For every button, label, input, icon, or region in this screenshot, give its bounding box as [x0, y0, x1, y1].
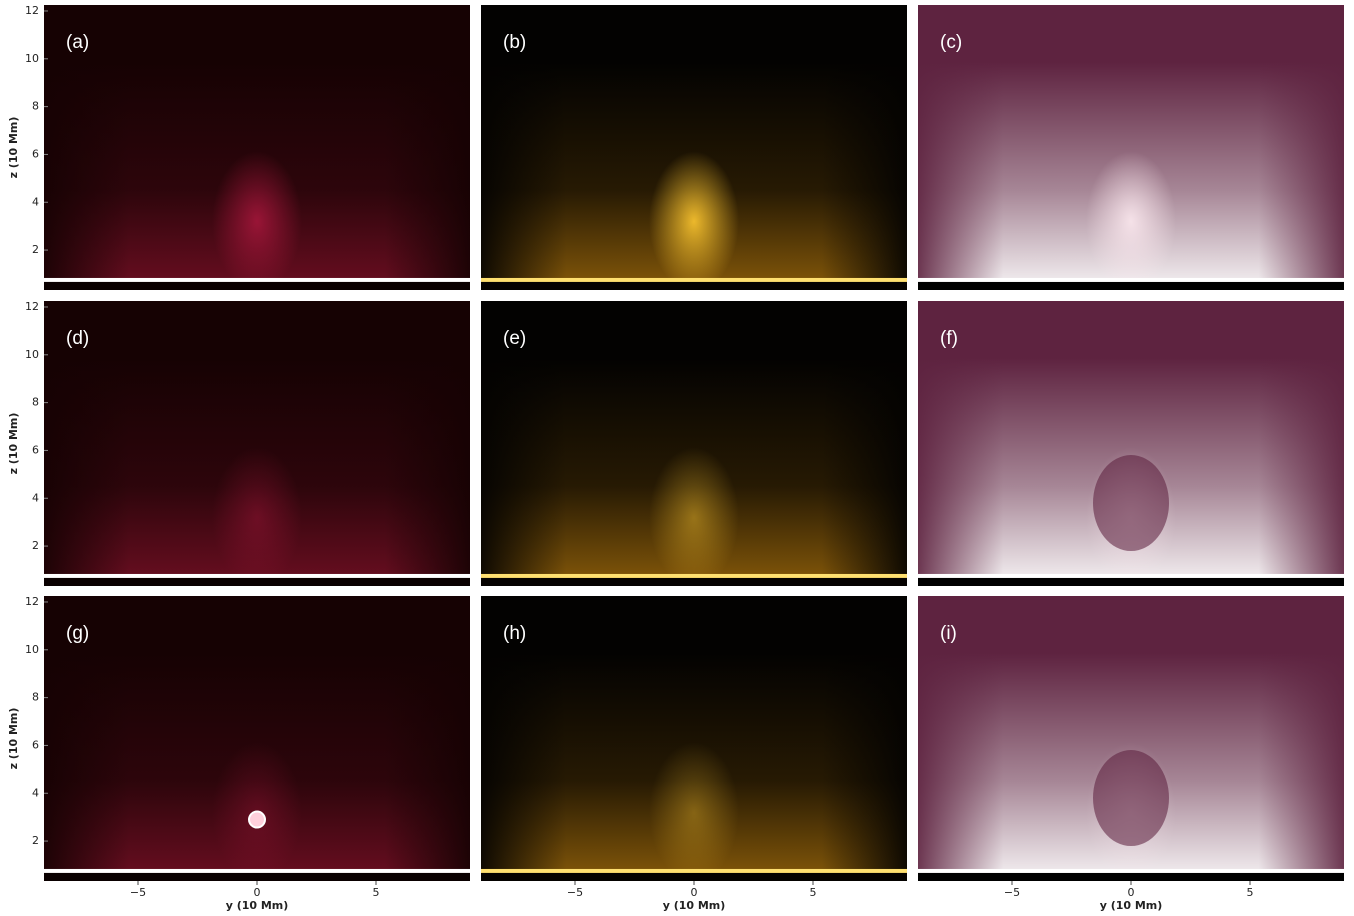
emission-blob [649, 447, 739, 588]
panel-label: (d) [66, 328, 89, 349]
y-tick-label: 4 [32, 491, 39, 504]
chromosphere-line [481, 868, 907, 873]
x-tick-label: 0 [254, 886, 261, 899]
bottom-strip [918, 577, 1344, 586]
chromosphere-line [481, 277, 907, 282]
x-tick-label: 5 [1246, 886, 1253, 899]
x-axis-label: y (10 Mm) [663, 899, 726, 912]
y-tick-label: 2 [32, 243, 39, 256]
panel-label: (e) [503, 328, 526, 349]
x-tick-label: 5 [809, 886, 816, 899]
bottom-strip [481, 577, 907, 586]
chromosphere-line [481, 573, 907, 578]
y-tick-label: 8 [32, 100, 39, 113]
chromosphere-line [918, 277, 1344, 282]
panel-label: (b) [503, 32, 526, 53]
y-tick-label: 10 [25, 52, 39, 65]
panel-label: (f) [940, 328, 958, 349]
cavity-ring [1093, 455, 1169, 552]
bottom-strip [481, 872, 907, 881]
y-tick-label: 6 [32, 443, 39, 456]
bottom-strip [44, 577, 470, 586]
emission-blob [212, 151, 302, 292]
panel-label: (i) [940, 623, 957, 644]
bottom-strip [44, 872, 470, 881]
y-tick-label: 4 [32, 195, 39, 208]
chromosphere-line [44, 277, 470, 282]
y-tick-label: 6 [32, 738, 39, 751]
y-tick-label: 2 [32, 539, 39, 552]
y-tick-label: 10 [25, 348, 39, 361]
y-tick-label: 12 [25, 595, 39, 608]
bottom-strip [918, 281, 1344, 290]
x-tick-label: −5 [130, 886, 146, 899]
bottom-strip [918, 872, 1344, 881]
panel-label: (a) [66, 32, 89, 53]
x-axis-label: y (10 Mm) [1100, 899, 1163, 912]
chromosphere-line [918, 573, 1344, 578]
chromosphere-line [918, 868, 1344, 873]
y-tick-label: 8 [32, 396, 39, 409]
bottom-strip [481, 281, 907, 290]
x-tick-label: 0 [691, 886, 698, 899]
panel-label: (g) [66, 623, 89, 644]
cavity-ring [1093, 750, 1169, 847]
y-tick-label: 2 [32, 834, 39, 847]
chromosphere-line [44, 573, 470, 578]
y-tick-label: 12 [25, 4, 39, 17]
panel-label: (c) [940, 32, 962, 53]
bottom-strip [44, 281, 470, 290]
x-tick-label: 5 [372, 886, 379, 899]
y-tick-label: 10 [25, 643, 39, 656]
y-tick-label: 6 [32, 147, 39, 160]
emission-blob [649, 742, 739, 883]
y-axis-label: z (10 Mm) [7, 708, 20, 770]
emission-blob [649, 151, 739, 292]
plasmoid [248, 810, 266, 829]
y-tick-label: 8 [32, 691, 39, 704]
emission-blob [1086, 151, 1176, 292]
y-tick-label: 4 [32, 786, 39, 799]
x-tick-label: 0 [1128, 886, 1135, 899]
x-axis-label: y (10 Mm) [226, 899, 289, 912]
panel-label: (h) [503, 623, 526, 644]
x-tick-label: −5 [567, 886, 583, 899]
y-axis-label: z (10 Mm) [7, 117, 20, 179]
emission-blob [212, 447, 302, 588]
y-tick-label: 12 [25, 300, 39, 313]
x-tick-label: −5 [1004, 886, 1020, 899]
y-axis-label: z (10 Mm) [7, 413, 20, 475]
chromosphere-line [44, 868, 470, 873]
